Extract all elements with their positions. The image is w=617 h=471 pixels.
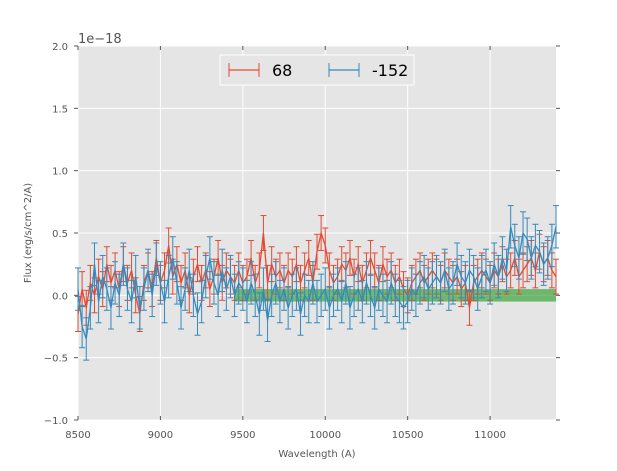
y-tick-label: 1.5 — [52, 104, 68, 115]
y-tick-label: 1.0 — [52, 167, 68, 178]
x-tick-label: 9000 — [148, 430, 173, 441]
y-tick-label: 2.0 — [52, 42, 68, 53]
y-tick-label: 0.0 — [52, 291, 68, 302]
series-line — [77, 226, 557, 340]
x-axis-label: Wavelength (A) — [278, 449, 355, 460]
series-line — [77, 230, 557, 315]
x-tick-label: 11000 — [474, 430, 506, 441]
y-tick-label: 0.5 — [52, 229, 68, 240]
x-tick-label: 8500 — [65, 430, 90, 441]
series-layer — [75, 205, 559, 361]
legend-label: -152 — [372, 61, 408, 80]
series-1 — [75, 205, 559, 361]
x-tick-label: 9500 — [230, 430, 255, 441]
y-offset-label: 1e−18 — [78, 32, 122, 47]
legend: 68 -152 — [219, 54, 415, 86]
grid-lines — [77, 45, 556, 421]
y-tick-label: −0.5 — [44, 354, 68, 365]
y-axis-label: Flux (erg/s/cm^2/A) — [23, 183, 34, 283]
legend-label: 68 — [272, 61, 292, 80]
x-tick-label: 10500 — [392, 430, 424, 441]
x-tick-label: 10000 — [309, 430, 341, 441]
axes: 8500 9000 9500 10000 10500 11000 −1.0 −0.5 0.0 0.… — [44, 42, 560, 441]
y-tick-label: −1.0 — [44, 416, 68, 427]
